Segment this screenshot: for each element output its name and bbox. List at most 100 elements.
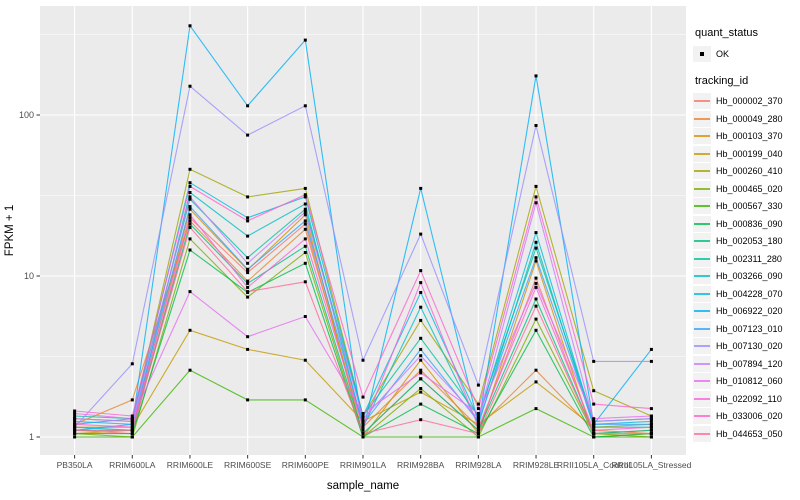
data-point [534, 184, 538, 188]
data-point [130, 417, 134, 421]
legend-key-swatch [693, 233, 711, 250]
data-point [476, 425, 480, 429]
legend-key-line [694, 170, 710, 173]
x-tick-label: RRIM600PE [282, 460, 330, 470]
data-point [246, 219, 250, 223]
data-point [476, 422, 480, 426]
data-point [592, 389, 596, 393]
data-point [476, 435, 480, 439]
data-point [592, 419, 596, 423]
data-point [419, 418, 423, 422]
legend-key-line [694, 310, 710, 313]
legend-key-swatch [693, 373, 711, 390]
legend-key-line [694, 275, 710, 278]
data-point [303, 315, 307, 318]
data-point [246, 295, 250, 299]
data-point [73, 409, 77, 413]
x-tick-label: RRIM928BA [397, 460, 445, 470]
data-point [246, 133, 250, 137]
data-point [592, 422, 596, 426]
data-point [649, 347, 653, 351]
data-point [534, 407, 538, 411]
legend-item-label: Hb_000836_090 [716, 218, 783, 229]
data-point [419, 354, 423, 358]
legend-item-Hb_000465_020: Hb_000465_020 [691, 180, 799, 198]
data-point [534, 317, 538, 321]
data-point [303, 104, 307, 108]
data-point [592, 428, 596, 432]
data-point [534, 256, 538, 260]
x-tick-label: RRIM600SE [224, 460, 272, 470]
data-point [476, 412, 480, 415]
x-tick-label: RRIM901LA [340, 460, 387, 470]
data-point [303, 210, 307, 214]
data-point [649, 359, 653, 363]
data-point [188, 191, 192, 194]
data-point [649, 435, 653, 439]
data-point [188, 195, 192, 199]
x-tick-label: RRIM600LE [167, 460, 214, 470]
legend-key-line [694, 380, 710, 383]
x-tick-label: RRIM928LE [513, 460, 560, 470]
data-point [534, 368, 538, 372]
data-point [73, 417, 77, 421]
legend-item-label: Hb_002311_280 [716, 253, 782, 264]
legend-item-Hb_000260_410: Hb_000260_410 [691, 163, 799, 181]
legend-key-line [694, 240, 710, 243]
point-icon [700, 51, 704, 56]
data-point [303, 219, 307, 223]
legend-key-line [694, 257, 710, 260]
data-point [303, 251, 307, 254]
legend-item-label: Hb_000049_280 [716, 113, 783, 124]
legend-key-swatch [693, 355, 711, 372]
data-point [592, 432, 596, 436]
data-point [246, 279, 250, 283]
data-point [188, 226, 192, 229]
data-point [303, 202, 307, 206]
legend-key-swatch [693, 198, 711, 215]
data-point [419, 435, 423, 439]
data-point [534, 231, 538, 235]
data-point [188, 216, 192, 220]
legend-item-label: Hb_000199_040 [716, 148, 783, 159]
data-point [361, 417, 365, 421]
data-point [130, 414, 134, 418]
x-axis-title: sample_name [327, 480, 399, 492]
data-point [188, 368, 192, 372]
legend-key-line [694, 345, 710, 348]
data-point [130, 428, 134, 432]
legend-item-Hb_007894_120: Hb_007894_120 [691, 355, 799, 373]
data-point [534, 304, 538, 308]
legend-key-swatch [693, 390, 711, 407]
data-point [361, 422, 365, 426]
data-point [361, 419, 365, 423]
data-point [361, 425, 365, 429]
legend-key-line [694, 100, 710, 103]
data-point [534, 74, 538, 78]
data-point [649, 417, 653, 421]
data-point [534, 259, 538, 263]
data-point [649, 422, 653, 426]
legend-key-swatch [693, 163, 711, 180]
data-point [246, 271, 250, 275]
legend-key-swatch [693, 93, 711, 110]
legend-item-label: Hb_033006_020 [716, 411, 783, 422]
data-point [246, 261, 250, 265]
legend-item-label: Hb_022092_110 [716, 393, 782, 404]
data-point [419, 186, 423, 190]
legend-item-label: Hb_000103_370 [716, 131, 783, 142]
data-point [419, 371, 423, 375]
data-point [361, 428, 365, 432]
data-point [130, 419, 134, 423]
data-point [592, 417, 596, 421]
data-point [419, 269, 423, 273]
data-point [73, 432, 77, 436]
data-point [246, 335, 250, 339]
data-point [246, 216, 250, 220]
data-point [246, 398, 250, 402]
data-point [73, 428, 77, 432]
x-axis-labels: PB350LA RRIM600LA RRIM600LE RRIM600SE RRIM60… [57, 460, 692, 470]
data-point [188, 248, 192, 252]
